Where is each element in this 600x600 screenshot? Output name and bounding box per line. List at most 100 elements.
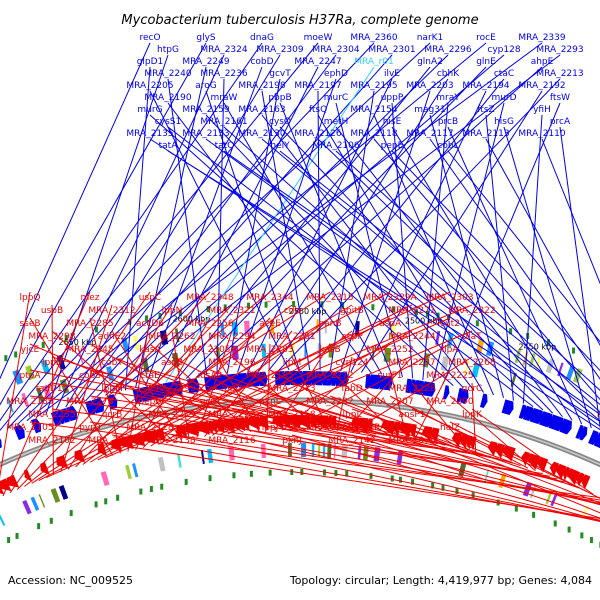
forward-leader-line [205, 114, 464, 389]
reverse-gene-label: MRA_2271 [388, 306, 435, 316]
marker-inner [514, 505, 518, 512]
forward-gene-label: MRA_2301 [368, 45, 415, 55]
reverse-gene-label: MRA_2128 [126, 423, 173, 433]
marker-inner [15, 532, 19, 539]
cog-block-reverse [50, 488, 61, 503]
forward-gene-label: murG [137, 105, 162, 115]
reverse-leader-line [329, 395, 521, 467]
reverse-gene-label: qcrB [102, 410, 123, 420]
cog-block-forward-outer [243, 320, 251, 335]
forward-leader-line [105, 54, 505, 396]
reverse-leader-line [45, 291, 451, 479]
cog-block-forward [464, 360, 470, 376]
marker-outer [446, 314, 450, 321]
reverse-gene-label: MRA_2276 [66, 397, 113, 407]
marker-outer [546, 339, 550, 346]
reverse-gene-label: MRA_2185 [246, 371, 293, 381]
forward-gene-label: mraW [211, 93, 238, 103]
reverse-gene-label: MRA_2315 [306, 293, 353, 303]
reverse-gene-label: MRA_2219 [148, 410, 195, 420]
forward-gene-label: pbpB [268, 93, 291, 103]
reverse-leader-line [29, 395, 484, 455]
reverse-leader-line [411, 382, 469, 451]
cog-block-reverse [38, 494, 46, 508]
reverse-gene-label: aceE [259, 319, 281, 329]
reverse-gene-label: pknL [259, 397, 281, 407]
marker-outer [292, 301, 296, 308]
cog-block-forward-outer [528, 353, 536, 368]
accession-text: Accession: NC_009525 [8, 574, 133, 587]
forward-gene-label: aroG [195, 81, 217, 91]
forward-leader-line [149, 90, 290, 371]
forward-leader-line [329, 90, 375, 371]
reverse-gene-label: pknJ [282, 436, 301, 446]
marker-inner [116, 494, 120, 501]
forward-leader-line [278, 78, 561, 371]
forward-leader-line [0, 42, 207, 406]
forward-leader-line [167, 102, 373, 374]
forward-gene-label: gcvT [269, 69, 291, 79]
forward-gene-label: yfiH [533, 105, 551, 115]
cog-block-reverse [322, 443, 326, 458]
cog-block-reverse [132, 463, 139, 478]
forward-gene-label: MRA_2161 [200, 117, 247, 127]
forward-leader-line [391, 126, 573, 421]
reverse-gene-label: MRA_2273 [268, 384, 315, 394]
marker-outer [391, 306, 395, 313]
reverse-leader-line [449, 421, 600, 499]
cog-block-forward [261, 343, 267, 358]
forward-gene-arrow [0, 438, 2, 449]
reverse-gene-label: gpitB [340, 306, 364, 316]
forward-gene-label: MRA_2117 [406, 129, 453, 139]
marker-outer [94, 326, 98, 333]
reverse-leader-line [149, 343, 252, 433]
reverse-gene-label: fadD15 [36, 384, 69, 394]
marker-outer [414, 309, 418, 316]
reverse-gene-label: MRA_2140 [366, 423, 413, 433]
forward-leader-line [261, 138, 600, 422]
forward-gene-label: MRA_2192 [518, 81, 565, 91]
reverse-gene-arrow [0, 478, 12, 492]
reverse-gene-label: asnB [161, 358, 183, 368]
forward-gene-label: hisE [383, 117, 402, 127]
cog-block-forward-outer [565, 365, 575, 381]
reverse-leader-line [204, 330, 293, 437]
cog-block-reverse [30, 496, 40, 511]
marker-inner [553, 520, 557, 527]
forward-leader-line [485, 138, 600, 347]
forward-gene-arrow [559, 418, 572, 435]
forward-gene-label: MRA_2106 [312, 141, 359, 151]
forward-leader-line [185, 66, 487, 379]
reverse-leader-line [89, 317, 121, 454]
cog-block-reverse [0, 514, 6, 526]
reverse-leader-line [411, 408, 587, 492]
reverse-leader-line [2, 291, 91, 497]
forward-leader-line [447, 126, 583, 425]
forward-leader-line [335, 126, 563, 418]
marker-outer [264, 301, 268, 308]
forward-gene-arrow [335, 371, 349, 387]
reverse-leader-line [149, 395, 499, 460]
reverse-gene-label: MRA_2207 [366, 397, 413, 407]
reverse-gene-label: MRA_2252 [366, 345, 413, 355]
forward-gene-arrow [529, 407, 543, 425]
forward-leader-line [279, 150, 600, 406]
reverse-gene-label: ptpA [19, 371, 41, 381]
forward-leader-line [145, 66, 263, 387]
cog-block-reverse [177, 453, 182, 468]
marker-inner [139, 488, 143, 495]
forward-gene-label: MRA_2324 [200, 45, 247, 55]
forward-gene-label: ephD [324, 69, 348, 79]
forward-gene-arrow [501, 399, 514, 416]
forward-gene-label: MRA_2163 [238, 105, 285, 115]
forward-gene-label: moeW [304, 33, 333, 43]
forward-gene-label: MRA_2195 [350, 81, 397, 91]
forward-gene-label: MRA_2154 [350, 105, 397, 115]
marker-inner [7, 537, 11, 544]
marker-outer [14, 351, 18, 358]
forward-leader-line [223, 102, 383, 375]
marker-outer [178, 309, 182, 316]
reverse-leader-line [51, 434, 600, 520]
forward-gene-arrow [593, 432, 600, 449]
forward-gene-label: recO [139, 33, 160, 43]
